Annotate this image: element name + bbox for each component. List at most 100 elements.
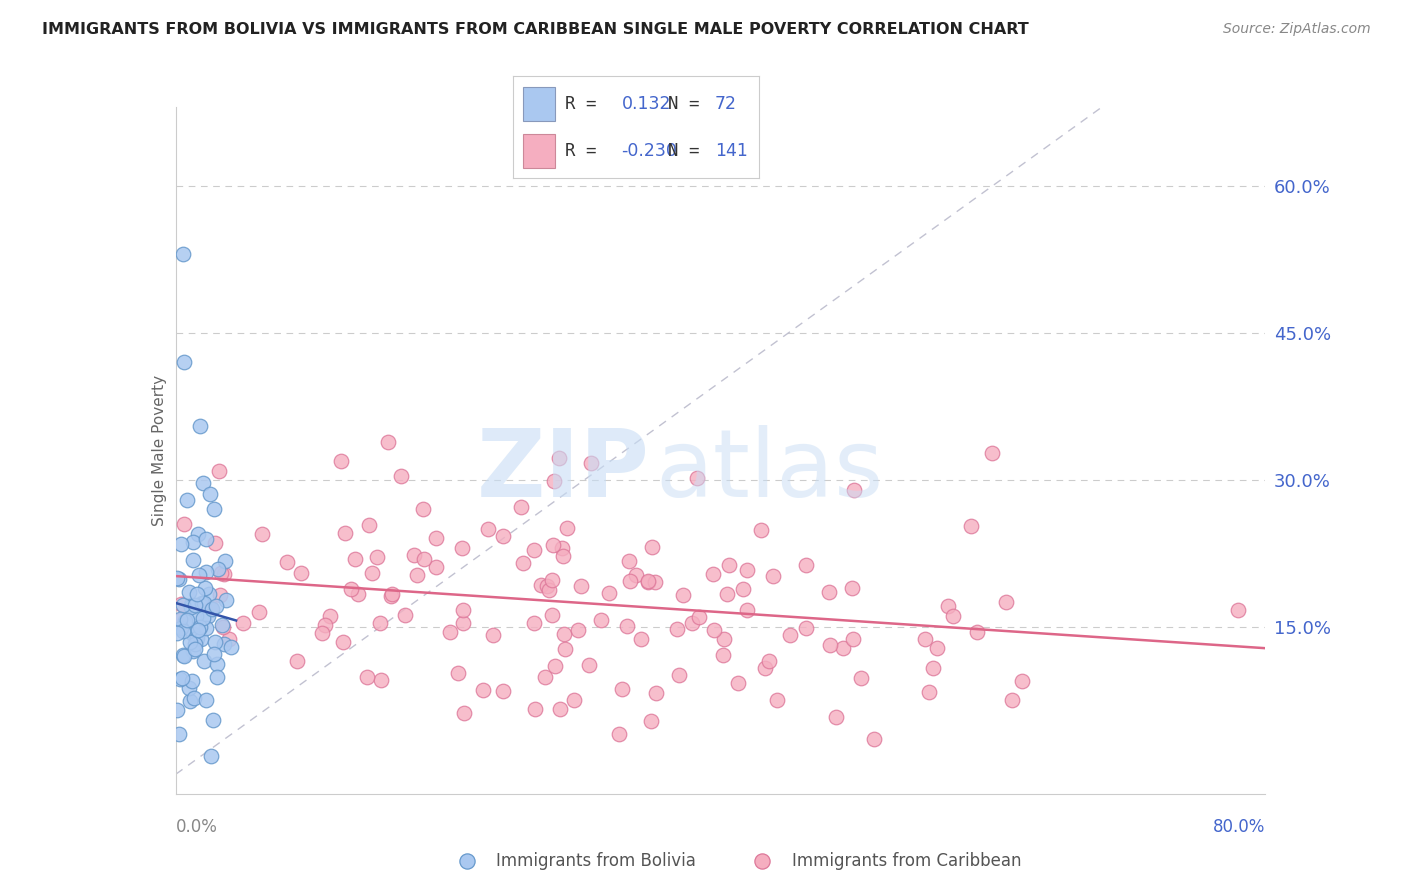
- Point: [477, 523, 499, 537]
- Point: [702, 567, 724, 582]
- Point: [413, 551, 436, 566]
- Point: [562, 693, 585, 707]
- Point: [554, 642, 576, 657]
- Point: [179, 635, 201, 649]
- Point: [482, 627, 505, 641]
- Point: [181, 673, 204, 688]
- Text: 0.132: 0.132: [621, 95, 671, 113]
- Point: [232, 616, 254, 631]
- Point: [169, 614, 191, 628]
- Point: [842, 483, 865, 498]
- Point: [447, 665, 470, 680]
- Point: [551, 549, 574, 563]
- Point: [195, 621, 218, 635]
- Point: [569, 579, 592, 593]
- Point: [204, 536, 226, 550]
- Point: [187, 527, 209, 541]
- Text: Immigrants from Caribbean: Immigrants from Caribbean: [792, 852, 1021, 871]
- Text: 72: 72: [716, 95, 737, 113]
- Point: [209, 566, 232, 580]
- Point: [735, 603, 758, 617]
- Text: Source: ZipAtlas.com: Source: ZipAtlas.com: [1223, 22, 1371, 37]
- Point: [194, 566, 217, 580]
- Point: [173, 355, 195, 369]
- Point: [863, 732, 886, 747]
- Point: [765, 693, 787, 707]
- Point: [668, 667, 690, 681]
- Point: [548, 451, 571, 466]
- Point: [541, 573, 564, 587]
- Point: [169, 672, 191, 686]
- Point: [194, 693, 217, 707]
- Point: [731, 582, 754, 596]
- Point: [523, 615, 546, 630]
- Point: [849, 671, 872, 685]
- Point: [172, 599, 194, 613]
- Point: [412, 501, 434, 516]
- Point: [453, 706, 475, 721]
- Text: Immigrants from Bolivia: Immigrants from Bolivia: [496, 852, 696, 871]
- Point: [177, 681, 200, 696]
- Point: [172, 648, 194, 662]
- Point: [555, 521, 578, 535]
- Point: [492, 529, 515, 543]
- Point: [581, 456, 603, 470]
- Point: [188, 620, 211, 634]
- Point: [205, 599, 228, 614]
- Point: [179, 694, 201, 708]
- Point: [343, 552, 366, 566]
- Text: ZIP: ZIP: [477, 425, 650, 517]
- Point: [319, 609, 342, 624]
- Point: [172, 671, 194, 685]
- Point: [193, 654, 215, 668]
- Text: atlas: atlas: [655, 425, 883, 517]
- Point: [290, 566, 312, 580]
- Point: [205, 670, 228, 684]
- Point: [405, 567, 427, 582]
- Point: [173, 648, 195, 663]
- Point: [818, 584, 841, 599]
- Point: [758, 654, 780, 668]
- Point: [211, 617, 233, 632]
- Point: [451, 616, 474, 631]
- Point: [183, 691, 205, 706]
- Point: [779, 628, 801, 642]
- Point: [201, 714, 224, 728]
- Point: [824, 710, 846, 724]
- Point: [172, 247, 194, 261]
- Point: [450, 541, 472, 556]
- Point: [166, 626, 188, 640]
- Point: [214, 567, 236, 582]
- Point: [453, 602, 475, 616]
- Point: [1001, 693, 1024, 707]
- Point: [688, 610, 710, 624]
- Point: [548, 701, 571, 715]
- Point: [637, 574, 659, 588]
- Point: [186, 608, 208, 623]
- Point: [187, 623, 209, 637]
- Point: [174, 614, 197, 628]
- Point: [960, 518, 983, 533]
- Point: [188, 419, 211, 434]
- Point: [914, 632, 936, 646]
- Point: [686, 471, 709, 485]
- Point: [381, 587, 404, 601]
- Point: [404, 548, 426, 562]
- Point: [607, 727, 630, 741]
- Point: [544, 659, 567, 673]
- Point: [191, 596, 214, 610]
- Point: [193, 611, 215, 625]
- Point: [589, 614, 612, 628]
- Bar: [523, 135, 555, 168]
- Point: [201, 602, 224, 616]
- Text: 80.0%: 80.0%: [1213, 819, 1265, 837]
- Point: [553, 627, 575, 641]
- Point: [181, 643, 204, 657]
- Point: [219, 640, 242, 654]
- Point: [247, 605, 270, 619]
- Point: [314, 617, 336, 632]
- Point: [541, 538, 564, 552]
- Point: [197, 609, 219, 624]
- Point: [425, 531, 447, 545]
- Point: [204, 634, 226, 648]
